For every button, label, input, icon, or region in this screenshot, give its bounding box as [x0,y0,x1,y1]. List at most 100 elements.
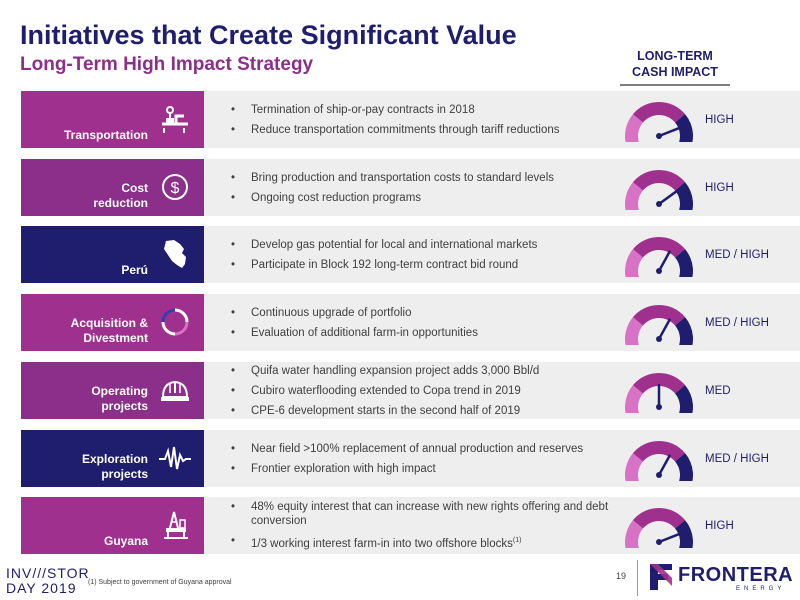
svg-text:$: $ [171,180,180,197]
pipeline-valve-icon [162,106,188,133]
cash-impact-gauge [625,441,693,481]
initiative-label: Transportation [63,128,148,142]
initiative-bullets: Continuous upgrade of portfolio Evaluatio… [229,294,619,351]
initiative-bullets: 48% equity interest that can increase wi… [229,497,619,554]
gauge-hub [656,336,662,342]
column-header-text: LONG-TERM CASH IMPACT [632,49,718,79]
gauge-segment-med [632,102,686,123]
gauge-segment-low [625,453,643,481]
initiative-label-box: Cost reduction $ [21,159,204,216]
gauge-segment-med [632,373,686,394]
impact-level: HIGH [705,519,734,532]
bullet-text: Bring production and transportation cost… [251,171,555,184]
seismic-wave-icon [159,446,191,470]
bullet-item: Ongoing cost reduction programs [229,191,619,205]
gauge-needle [657,189,679,206]
impact-level: MED / HIGH [705,316,769,329]
bullet-text: CPE-6 development starts in the second h… [251,404,521,417]
investor-day-logo-line1: INV///STOR [6,565,90,581]
initiative-bullets: Develop gas potential for local and inte… [229,226,619,283]
initiative-label-box: Perú [21,226,204,283]
bullet-text: Quifa water handling expansion project a… [251,364,540,377]
gauge-segment-med [632,170,686,191]
initiative-row: Operating projects Quifa water handling e… [21,362,800,419]
gauge-segment-high [675,182,693,210]
gauge-segment-low [625,182,643,210]
initiative-row: Exploration projects Near field >100% rep… [21,430,800,487]
bullet-text: 48% equity interest that can increase wi… [251,501,609,528]
bullet-item: Evaluation of additional farm-in opportu… [229,326,619,340]
gauge-segment-high [675,114,693,142]
gauge-segment-high [675,385,693,413]
hard-hat-icon [161,380,189,401]
gauge-hub [656,268,662,274]
bullet-item: Continuous upgrade of portfolio [229,306,619,320]
initiative-label: Cost reduction [93,181,148,210]
cash-impact-gauge [625,373,693,413]
impact-level: MED [705,384,731,397]
initiative-label: Guyana [103,534,148,548]
bullet-item: 1/3 working interest farm-in into two of… [229,534,619,551]
bullet-text: Reduce transportation commitments throug… [251,123,560,136]
gauge-segment-high [675,520,693,548]
cash-impact-gauge [625,102,693,142]
gauge-segment-low [625,249,643,277]
gauge-segment-med [632,441,686,462]
page-subtitle: Long-Term High Impact Strategy [20,54,314,75]
initiative-label-box: Acquisition & Divestment [21,294,204,351]
gauge-hub [656,133,662,139]
column-header-cash-impact: LONG-TERM CASH IMPACT [620,48,730,80]
column-header-underline [620,84,730,86]
bullet-text: Participate in Block 192 long-term contr… [251,258,519,271]
initiative-row: Cost reduction $ Bring production and tran… [21,159,800,216]
footnote-marker: (1) [512,537,522,545]
bullet-text: Cubiro waterflooding extended to Copa tr… [251,384,521,397]
initiative-bullets: Bring production and transportation cost… [229,159,619,216]
initiative-label-box: Guyana [21,497,204,554]
bullet-text: Develop gas potential for local and inte… [251,238,538,251]
bullet-item: Reduce transportation commitments throug… [229,123,619,137]
cash-impact-gauge [625,237,693,277]
bullet-item: Cubiro waterflooding extended to Copa tr… [229,384,619,398]
bullet-item: Quifa water handling expansion project a… [229,364,619,378]
gauge-hub [656,201,662,207]
gauge-segment-med [632,305,686,326]
bullet-item: CPE-6 development starts in the second h… [229,404,619,418]
initiative-row: Acquisition & Divestment Continuous upgra… [21,294,800,351]
initiative-label: Exploration projects [81,452,148,481]
gauge-segment-low [625,520,643,548]
frontera-mark-icon [650,564,672,590]
dollar-coin-icon: $ [162,174,188,200]
gauge-needle [657,250,671,273]
peru-map-icon [164,240,186,268]
initiative-label: Acquisition & Divestment [70,316,148,345]
bullet-item: Bring production and transportation cost… [229,171,619,185]
gauge-segment-med [632,237,686,258]
bullet-item: Develop gas potential for local and inte… [229,238,619,252]
gauge-hub [656,404,662,410]
bullet-text: 1/3 working interest farm-in into two of… [251,537,513,550]
initiative-row: Guyana 48% equity interest that can incre… [21,497,800,554]
initiative-bullets: Near field >100% replacement of annual p… [229,430,619,487]
footnote: (1) Subject to government of Guyana appr… [88,579,232,586]
initiative-label-box: Exploration projects [21,430,204,487]
page-title: Initiatives that Create Significant Valu… [20,20,517,50]
initiative-bullets: Quifa water handling expansion project a… [229,362,619,419]
bullet-text: Evaluation of additional farm-in opportu… [251,326,478,339]
initiative-bullets: Termination of ship-or-pay contracts in … [229,91,619,148]
investor-day-logo: INV///STOR DAY 2019 [6,566,90,596]
gauge-segment-low [625,385,643,413]
gauge-segment-high [675,317,693,345]
bullet-text: Near field >100% replacement of annual p… [251,442,584,455]
gauge-needle [657,126,681,138]
bullet-text: Ongoing cost reduction programs [251,191,422,204]
impact-level: MED / HIGH [705,452,769,465]
brand-subtitle: ENERGY [736,586,786,592]
impact-level: MED / HIGH [705,248,769,261]
investor-day-logo-line2: DAY 2019 [6,580,77,596]
gauge-needle [657,318,671,341]
page-number: 19 [616,571,627,581]
gauge-hub [656,539,662,545]
cash-impact-gauge [625,305,693,345]
gauge-segment-low [625,317,643,345]
